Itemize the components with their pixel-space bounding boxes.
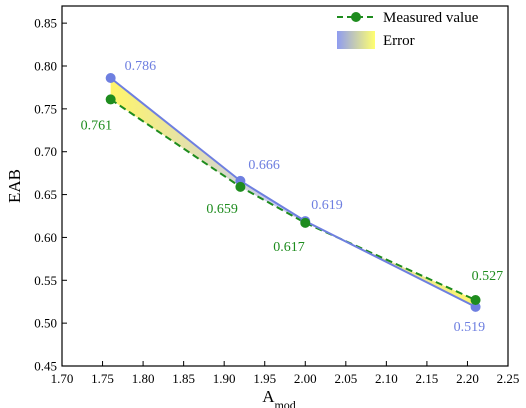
- y-axis-ticks: 0.45 0.50 0.55 0.60 0.65 0.70 0.75 0.80 0.85: [34, 16, 67, 374]
- measured-point: [470, 295, 481, 305]
- y-tick-label: 0.50: [34, 316, 57, 331]
- legend-error-swatch: [337, 31, 375, 49]
- legend-error-label: Error: [383, 33, 415, 49]
- plot-frame: [61, 5, 509, 367]
- x-tick-label: 2.20: [456, 371, 479, 386]
- x-tick-label: 1.95: [253, 371, 276, 386]
- measured-data-label: 0.659: [206, 202, 238, 217]
- measured-data-label: 0.527: [472, 269, 504, 284]
- measured-point: [235, 181, 246, 192]
- error-band-area: [110, 78, 476, 307]
- predicted-point: [105, 73, 116, 83]
- y-tick-label: 0.65: [34, 187, 57, 202]
- error-band: [110, 78, 476, 307]
- predicted-data-label: 0.519: [454, 320, 486, 335]
- series-lines: [110, 77, 477, 308]
- predicted-data-label: 0.619: [311, 198, 343, 213]
- x-tick-label: 1.75: [91, 371, 114, 386]
- x-tick-label: 2.00: [294, 371, 317, 386]
- x-tick-label: 1.70: [51, 371, 74, 386]
- y-axis-title: EAB: [5, 169, 24, 203]
- x-tick-label: 1.80: [132, 371, 155, 386]
- x-tick-label: 1.90: [213, 371, 236, 386]
- legend-measured-marker: [351, 12, 361, 22]
- y-tick-label: 0.60: [34, 230, 57, 245]
- measured-point: [105, 94, 116, 105]
- predicted-value-line: [110, 77, 477, 308]
- x-tick-label: 2.10: [375, 371, 398, 386]
- measured-value-line: [110, 98, 476, 301]
- y-tick-label: 0.45: [34, 359, 57, 374]
- predicted-data-label: 0.786: [125, 59, 156, 74]
- data-labels: 0.786 0.666 0.619 0.519 0.761 0.659 0.617 0.527: [81, 59, 503, 335]
- predicted-point: [470, 301, 481, 312]
- y-tick-label: 0.80: [34, 59, 57, 74]
- x-tick-label: 1.85: [172, 371, 195, 386]
- x-tick-label: 2.05: [334, 371, 357, 386]
- series-points: [105, 73, 481, 312]
- legend-measured-label: Measured value: [383, 10, 479, 26]
- x-axis-title: Amod: [262, 387, 296, 408]
- y-tick-label: 0.70: [34, 144, 57, 159]
- measured-data-label: 0.617: [273, 240, 305, 255]
- legend: Measured value Error: [337, 10, 479, 49]
- y-tick-label: 0.75: [34, 101, 57, 116]
- measured-data-label: 0.761: [81, 118, 113, 133]
- y-tick-label: 0.55: [34, 273, 57, 288]
- y-tick-label: 0.85: [34, 16, 57, 31]
- x-axis-ticks: 1.70 1.75 1.80 1.85 1.90 1.95 2.00 2.05 2.10 2.15…: [51, 361, 520, 386]
- x-axis-title-subscript: mod: [274, 398, 295, 408]
- predicted-data-label: 0.666: [248, 158, 280, 173]
- x-tick-label: 2.25: [497, 371, 520, 386]
- measured-point: [300, 217, 311, 228]
- x-tick-label: 2.15: [416, 371, 439, 386]
